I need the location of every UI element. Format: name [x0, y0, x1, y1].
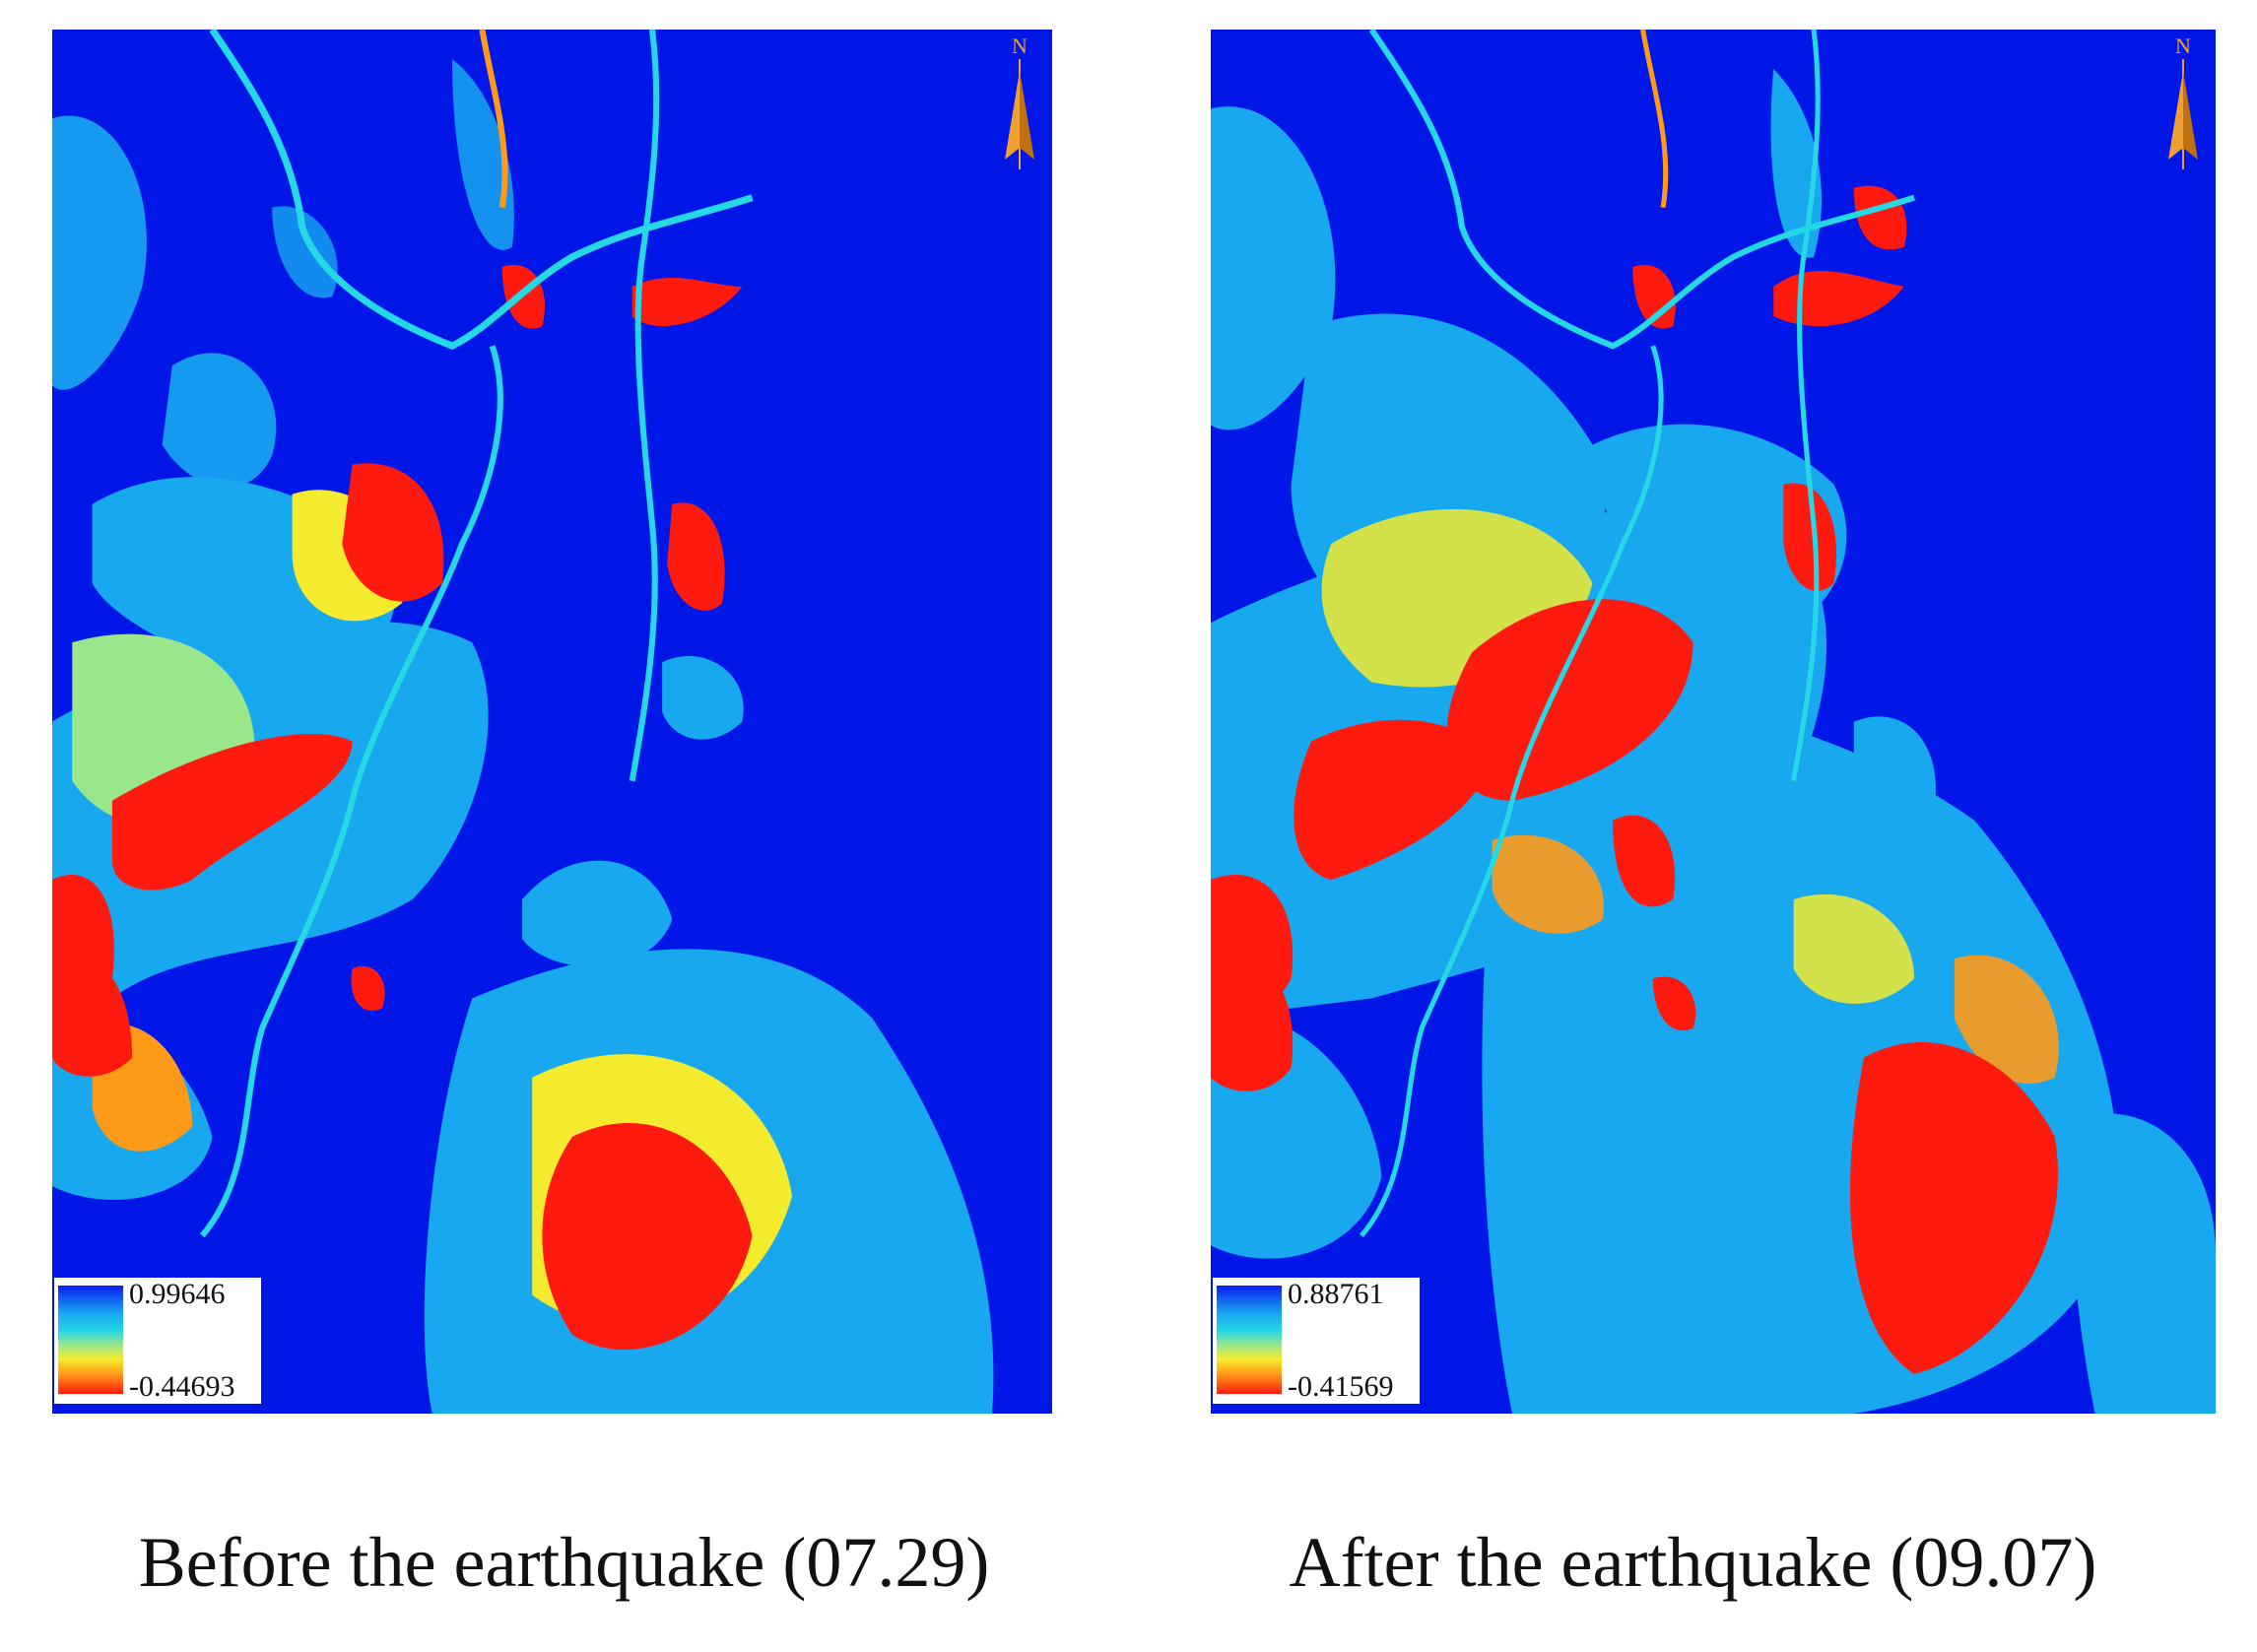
legend-max-value: 0.99646 — [129, 1278, 226, 1310]
north-label: N — [2175, 33, 2191, 58]
panel-before: N 0.99646 -0.44693 Before the earthquake… — [0, 0, 1128, 1652]
panel-after: N 0.88761 -0.41569 After the earthquake … — [1129, 0, 2257, 1652]
raster-map-after — [1211, 30, 2216, 1414]
legend-colorbar — [1217, 1286, 1282, 1394]
map-before: N 0.99646 -0.44693 — [52, 30, 1052, 1414]
north-label: N — [1012, 33, 1028, 58]
legend-max-value: 0.88761 — [1288, 1278, 1384, 1310]
legend-min-value: -0.41569 — [1288, 1370, 1394, 1403]
north-arrow-icon: N — [2158, 32, 2208, 179]
north-arrow-icon: N — [995, 32, 1044, 179]
legend-min-value: -0.44693 — [129, 1370, 235, 1403]
caption-before: Before the earthquake (07.29) — [138, 1523, 990, 1602]
caption-after: After the earthquake (09.07) — [1289, 1523, 2097, 1602]
legend-after: 0.88761 -0.41569 — [1213, 1278, 1420, 1404]
legend-colorbar — [58, 1286, 123, 1394]
legend-before: 0.99646 -0.44693 — [54, 1278, 261, 1404]
map-after: N 0.88761 -0.41569 — [1211, 30, 2216, 1414]
raster-map-before — [52, 30, 1052, 1414]
